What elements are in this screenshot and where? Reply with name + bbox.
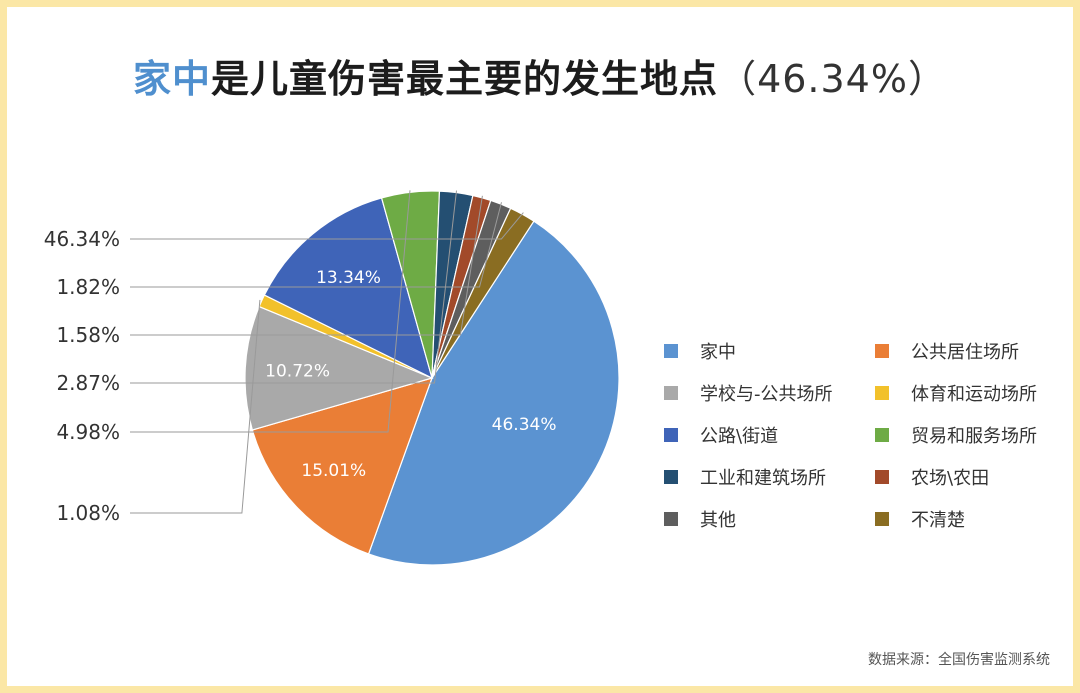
legend-label-6: 工业和建筑场所 <box>700 468 826 489</box>
pie-slice-2 <box>244 305 434 431</box>
legend-swatch-7 <box>875 470 889 484</box>
outside-label-3: 1.08% <box>56 501 120 525</box>
legend-label-0: 家中 <box>700 342 736 363</box>
legend-swatch-1 <box>875 344 889 358</box>
outside-labels: 46.34% 1.82% 1.58% 2.87% 4.98% 1.08% <box>44 227 120 525</box>
legend-swatch-5 <box>875 428 889 442</box>
legend-swatch-9 <box>875 512 889 526</box>
title-main: 是儿童伤害最主要的发生地点 <box>211 57 719 101</box>
legend-swatch-8 <box>664 512 678 526</box>
legend-swatch-0 <box>664 344 678 358</box>
legend-label-2: 学校与-公共场所 <box>700 384 833 405</box>
legend-label-7: 农场\农田 <box>911 468 989 489</box>
title-percent: （46.34%） <box>718 57 947 101</box>
legend-label-8: 其他 <box>700 510 736 531</box>
leader-line-9 <box>130 212 524 240</box>
pie-slice-0 <box>367 220 620 566</box>
pie-slice-1 <box>251 377 433 555</box>
legend-swatch-2 <box>664 386 678 400</box>
slice-label-1: 15.01% <box>301 461 366 481</box>
outside-label-6: 2.87% <box>56 371 120 395</box>
legend-label-4: 公路\街道 <box>700 426 778 447</box>
leader-lines <box>130 190 524 514</box>
outside-label-7: 1.58% <box>56 323 120 347</box>
leader-line-8 <box>130 202 502 288</box>
slice-label-4: 13.34% <box>316 268 381 288</box>
legend-swatch-3 <box>875 386 889 400</box>
legend-label-1: 公共居住场所 <box>911 342 1019 363</box>
outside-label-8: 1.82% <box>56 275 120 299</box>
legend-label-3: 体育和运动场所 <box>911 384 1037 405</box>
leader-line-3 <box>130 299 261 514</box>
pie-slice-4 <box>263 197 433 380</box>
title-highlight: 家中 <box>133 57 212 101</box>
slice-label-2: 10.72% <box>265 362 330 382</box>
legend-label-5: 贸易和服务场所 <box>911 426 1037 447</box>
legend-swatch-6 <box>664 470 678 484</box>
chart-title: 家中是儿童伤害最主要的发生地点（46.34%） <box>0 48 1080 103</box>
inside-labels: 46.34% 15.01% 10.72% 13.34% <box>265 268 556 481</box>
outside-label-9: 46.34% <box>44 227 120 251</box>
leader-line-5 <box>130 190 411 433</box>
legend-swatch-4 <box>664 428 678 442</box>
leader-line-6 <box>130 190 457 384</box>
slice-label-0: 46.34% <box>492 415 557 435</box>
outside-label-5: 4.98% <box>56 420 120 444</box>
leader-line-7 <box>130 195 483 336</box>
data-source: 数据来源：全国伤害监测系统 <box>868 652 1050 668</box>
legend-label-9: 不清楚 <box>911 510 965 531</box>
